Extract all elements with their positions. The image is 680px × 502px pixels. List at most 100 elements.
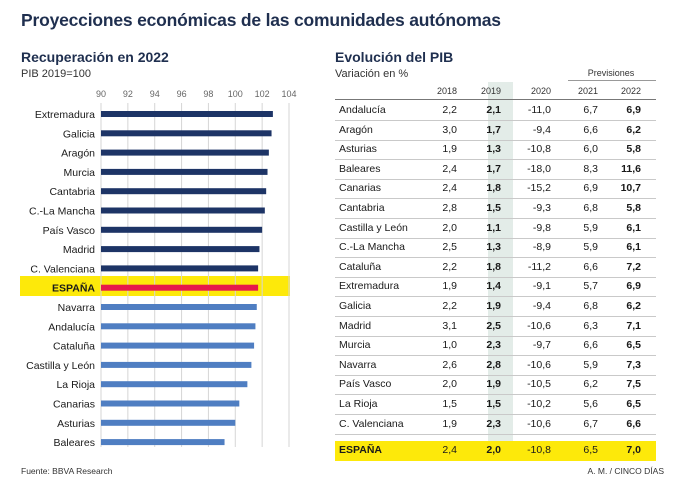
cell-2018: 2,4 [442,182,457,195]
bar-baleares [101,439,225,446]
cell-2021: 5,6 [583,398,598,410]
cell-2019: 1,3 [486,241,501,254]
table-row: Andalucía 2,2 2,1 -11,0 6,7 6,9 [335,101,656,121]
cell-2022: 5,8 [626,202,641,214]
table-row: Castilla y León 2,0 1,1 -9,8 5,9 6,1 [335,219,656,239]
bar-espa-a [101,284,259,291]
cell-2018: 1,5 [442,398,457,410]
cell-2021: 6,2 [583,378,598,391]
cell-2018: 3,1 [442,319,457,332]
cell-2021: 5,9 [583,241,598,254]
category-label: Cantabria [49,186,95,198]
col-header-2020: 2020 [530,86,551,96]
cell-2020: -8,9 [532,241,551,254]
cell-2021: 6,0 [583,143,598,156]
cell-2022: 6,1 [626,221,641,234]
category-label: Castilla y León [26,360,95,372]
table-row: Galicia 2,2 1,9 -9,4 6,8 6,2 [335,297,656,317]
row-name: Asturias [339,143,377,156]
category-label: Murcia [63,167,95,179]
page-title: Proyecciones económicas de las comunidad… [21,10,501,30]
cell-2019: 1,3 [486,143,501,156]
row-name: Castilla y León [339,221,408,234]
x-tick-label-104: 104 [281,89,296,99]
cell-2021: 6,7 [583,417,598,430]
x-tick-label-98: 98 [203,89,213,99]
cell-2019: 2,8 [486,358,501,371]
cell-2022: 7,2 [626,260,641,273]
col-header-2019: 2019 [480,86,501,96]
cell-2022: 7,3 [626,358,641,371]
cell-2019: 1,8 [486,182,501,195]
cell-2018: 2,0 [442,378,457,391]
bar-arag-n [101,149,269,156]
x-tick-label-96: 96 [177,89,187,99]
cell-2021: 6,9 [583,182,598,195]
bar-andaluc-a [101,323,256,330]
row-name: Galicia [339,300,372,312]
cell-2022: 6,9 [626,104,641,116]
row-name: Andalucía [339,104,386,116]
cell-2022: 6,9 [626,280,641,293]
cell-2021: 6,6 [583,123,598,136]
cell-2018: 2,8 [442,202,457,214]
bar-murcia [101,168,268,175]
cell-2022: 11,6 [621,162,641,175]
cell-2022: 7,1 [626,319,641,332]
cell-2022: 10,7 [620,182,641,195]
row-name: C.-La Mancha [339,241,405,254]
row-name: Madrid [339,319,372,332]
table-row: Navarra 2,6 2,8 -10,6 5,9 7,3 [335,356,656,376]
cell-2022: 5,8 [626,143,641,156]
cell-2021: 6,6 [583,260,598,273]
cell-2018: 2,4 [442,444,457,457]
table-title: Evolución del PIB [335,49,454,65]
category-label: Galicia [63,128,95,140]
bar-extremadura [101,111,273,117]
bar-la-rioja [101,381,248,388]
cell-2020: -10,5 [527,378,551,391]
row-name: ESPAÑA [339,444,382,457]
table-row: País Vasco 2,0 1,9 -10,5 6,2 7,5 [335,375,656,396]
category-label: Asturias [57,418,95,430]
cell-2022: 7,0 [626,444,641,457]
table-row: Asturias 1,9 1,3 -10,8 6,0 5,8 [335,140,656,161]
cell-2021: 6,8 [583,202,598,214]
bar-chart-subtitle: PIB 2019=100 [21,68,92,80]
cell-2019: 2,3 [486,339,501,352]
cell-2020: -10,8 [527,143,551,156]
cell-2018: 2,5 [442,241,457,254]
bar-chart-title: Recuperación en 2022 [21,49,169,65]
cell-2022: 7,5 [626,378,641,391]
cell-2020: -9,7 [532,339,551,352]
cell-2020: -9,8 [532,221,551,234]
category-label: Baleares [54,437,95,449]
bar-canarias [101,400,240,407]
table-row: Canarias 2,4 1,8 -15,2 6,9 10,7 [335,179,656,200]
cell-2021: 6,8 [583,300,598,312]
table-header: 2018 2019 2020 2021 2022 [335,86,656,100]
cell-2021: 6,6 [583,339,598,352]
category-label: C.-La Mancha [29,206,95,218]
table-row: ESPAÑA 2,4 2,0 -10,8 6,5 7,0 [335,441,656,462]
row-name: Aragón [339,123,373,136]
bar-pa-s-vasco [101,226,263,233]
col-header-2021: 2021 [577,86,598,96]
cell-2021: 5,9 [583,221,598,234]
table-row: Cantabria 2,8 1,5 -9,3 6,8 5,8 [335,199,656,219]
table-row: C. Valenciana 1,9 2,3 -10,6 6,7 6,6 [335,415,656,435]
bar-madrid [101,246,260,253]
category-label: ESPAÑA [52,282,95,295]
cell-2019: 1,5 [486,398,501,410]
header-rule [335,99,656,100]
cell-2019: 1,4 [486,280,501,293]
cell-2022: 6,2 [626,300,641,312]
cell-2019: 2,3 [486,417,501,430]
cell-2021: 6,7 [583,104,598,116]
category-label: Navarra [58,302,96,314]
row-name: Canarias [339,182,382,195]
bar-navarra [101,304,257,310]
table-row: Baleares 2,4 1,7 -18,0 8,3 11,6 [335,160,656,180]
cell-2019: 1,8 [486,260,501,273]
bar-asturias [101,419,236,426]
